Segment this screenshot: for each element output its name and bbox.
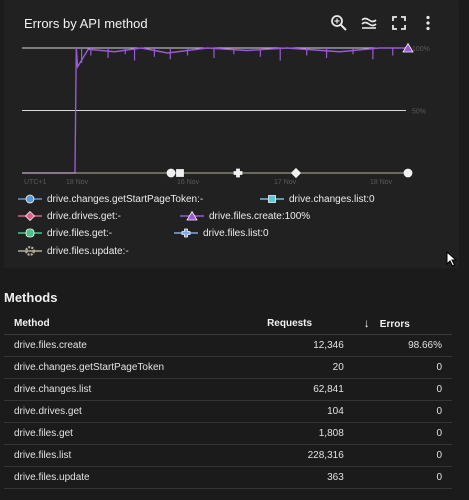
y-tick-label: 100% (412, 46, 430, 53)
requests-cell: 12,346 (257, 334, 354, 357)
data-point-marker (166, 168, 176, 178)
legend-series-name: drive.files.create (209, 210, 282, 222)
legend-item[interactable]: drive.drives.get: - (18, 210, 121, 222)
legend-marker-shape (25, 228, 35, 238)
legend-series-name: drive.files.get (47, 227, 106, 239)
legend-marker-icon (260, 195, 284, 203)
legend-series-name: drive.drives.get (47, 210, 115, 222)
requests-cell: 104 (257, 400, 354, 423)
data-point-marker (176, 169, 184, 177)
legend-series-value: 0 (263, 227, 269, 239)
legend-item[interactable]: drive.files.list: 0 (174, 227, 269, 239)
legend-separator: : (105, 227, 109, 239)
legend-marker-icon (180, 210, 204, 221)
errors-cell: 0 (353, 356, 452, 379)
x-tick-label: 17 Nov (274, 179, 297, 186)
table-row[interactable]: drive.files.create 12,346 98.66% (4, 334, 452, 357)
legend-series-value: - (199, 193, 204, 205)
column-header-errors[interactable]: ↓ Errors (353, 312, 452, 335)
x-tick-label: 18 Nov (66, 179, 89, 186)
requests-cell: 62,841 (257, 378, 354, 401)
more-vert-icon[interactable] (417, 12, 439, 34)
legend-marker-icon (18, 228, 42, 238)
errors-cell: 0 (353, 422, 452, 445)
data-point-marker (403, 168, 413, 178)
legend-marker-shape (186, 210, 198, 221)
errors-cell: 0 (353, 466, 452, 489)
methods-table: Method Requests ↓ Errors drive.files.crea… (4, 312, 452, 489)
table-row[interactable]: drive.files.update 363 0 (4, 466, 452, 489)
legend-series-value: 100% (284, 210, 311, 222)
errors-line-chart: 100% 50% UTC+1 18 Nov 16 Nov 17 Nov 18 Nov (22, 42, 430, 186)
x-tick-label: UTC+1 (24, 179, 46, 186)
legend-marker-icon (18, 210, 42, 222)
legend-separator: : (114, 210, 118, 222)
column-header-requests[interactable]: Requests (257, 312, 354, 335)
legend-series-name: drive.changes.list (289, 193, 367, 205)
legend-separator: : (197, 193, 200, 205)
legend-series-value: 0 (369, 193, 375, 205)
column-header-method[interactable]: Method (4, 312, 258, 335)
x-tick-label: 16 Nov (177, 179, 200, 186)
legend-marker-icon (174, 228, 198, 238)
data-point-marker (233, 168, 243, 178)
x-tick-label: 18 Nov (370, 179, 393, 186)
method-cell: drive.files.list (4, 444, 258, 467)
legend-marker-shape (25, 246, 35, 256)
y-tick-label: 50% (412, 109, 426, 116)
methods-section-title: Methods (4, 290, 58, 305)
legend-item[interactable]: drive.files.create: 100% (180, 210, 310, 222)
errors-chart-card: Errors by API method 100% 50% UTC+1 18 Nov 1… (4, 0, 459, 268)
table-row[interactable]: drive.changes.list 62,841 0 (4, 378, 452, 401)
table-row[interactable]: drive.changes.getStartPageToken 20 0 (4, 356, 452, 379)
legend-marker-shape (24, 210, 36, 222)
legend-separator: : (122, 245, 126, 257)
legend-marker-shape (181, 228, 191, 238)
legend-marker-icon (18, 246, 42, 256)
legend-marker-icon (18, 194, 42, 204)
table-row[interactable]: drive.files.get 1,808 0 (4, 422, 452, 445)
method-cell: drive.changes.getStartPageToken (4, 356, 258, 379)
data-point-marker (290, 167, 302, 179)
errors-cell: 98.66% (353, 334, 452, 357)
legend-item[interactable]: drive.changes.getStartPageToken: - (18, 193, 203, 205)
legend-item[interactable]: drive.changes.list: 0 (260, 193, 375, 205)
reset-zoom-icon[interactable] (358, 12, 380, 34)
method-cell: drive.files.create (4, 334, 258, 357)
legend-series-value: - (108, 227, 113, 239)
requests-cell: 1,808 (257, 422, 354, 445)
legend-item[interactable]: drive.files.update: - (18, 245, 129, 257)
legend-marker-shape (268, 195, 276, 203)
method-cell: drive.files.get (4, 422, 258, 445)
legend-series-value: - (117, 210, 121, 222)
legend-series-value: - (125, 245, 129, 257)
column-header-errors-label: Errors (379, 319, 410, 330)
legend-item[interactable]: drive.files.get: - (18, 227, 112, 239)
legend-series-name: drive.files.list (203, 227, 261, 239)
errors-cell: 0 (353, 400, 452, 423)
requests-cell: 228,316 (257, 444, 354, 467)
zoom-icon[interactable] (328, 12, 350, 34)
legend-separator: : (281, 210, 285, 222)
table-row[interactable]: drive.files.list 228,316 0 (4, 444, 452, 467)
requests-cell: 20 (257, 356, 354, 379)
legend-series-name: drive.files.update (47, 245, 123, 257)
fullscreen-icon[interactable] (388, 12, 410, 34)
errors-cell: 0 (353, 378, 452, 401)
table-row[interactable]: drive.drives.get 104 0 (4, 400, 452, 423)
methods-table-header: Method Requests ↓ Errors (4, 312, 452, 335)
legend-series-name: drive.changes.getStartPageToken (47, 193, 198, 205)
requests-cell: 363 (257, 466, 354, 489)
method-cell: drive.changes.list (4, 378, 258, 401)
method-cell: drive.drives.get (4, 400, 258, 423)
method-cell: drive.files.update (4, 466, 258, 489)
sort-descending-icon: ↓ (363, 316, 370, 330)
data-point-marker (402, 42, 414, 53)
chart-title: Errors by API method (24, 16, 148, 31)
legend-separator: : (260, 227, 264, 239)
legend-separator: : (366, 193, 370, 205)
legend-marker-shape (25, 194, 35, 204)
mouse-cursor-icon (446, 251, 458, 267)
errors-cell: 0 (353, 444, 452, 467)
